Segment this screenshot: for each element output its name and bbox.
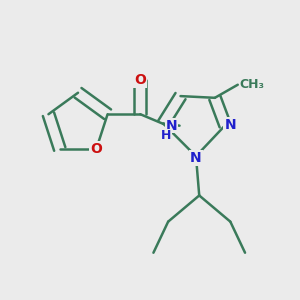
- Text: N: N: [190, 151, 202, 165]
- Text: CH₃: CH₃: [239, 78, 264, 91]
- Text: N: N: [224, 118, 236, 132]
- Text: O: O: [90, 142, 102, 156]
- Text: O: O: [134, 73, 146, 87]
- Text: N: N: [166, 119, 177, 133]
- Text: H: H: [161, 129, 172, 142]
